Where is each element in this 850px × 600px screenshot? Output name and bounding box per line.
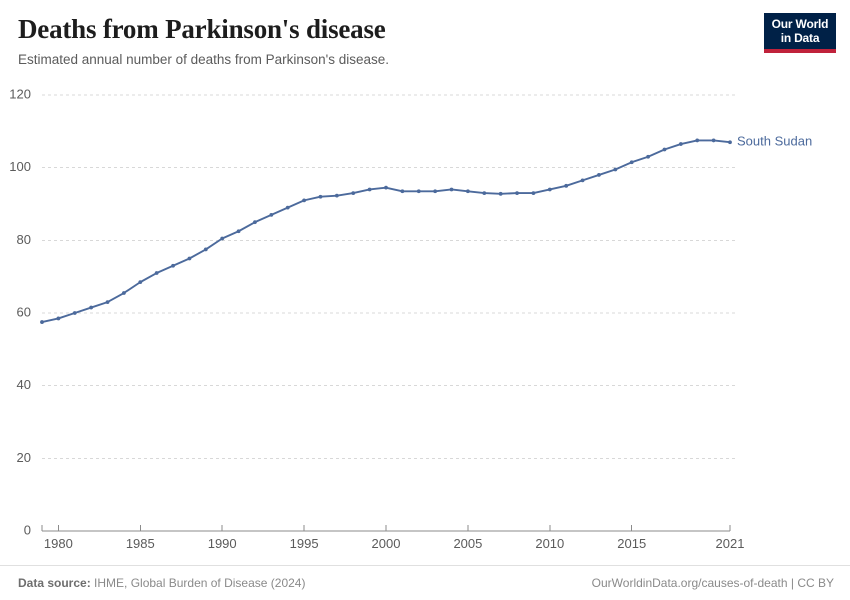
logo-line-1: Our World (771, 17, 829, 31)
data-point[interactable] (515, 191, 519, 195)
chart-plot-area[interactable]: 0 20 40 60 80 100 120 1980 1985 1990 1995 2000 2005… (0, 78, 850, 560)
data-point[interactable] (728, 140, 732, 145)
y-axis-label-100: 100 (9, 159, 31, 174)
data-point[interactable] (334, 193, 339, 198)
y-axis-label-20: 20 (17, 450, 31, 465)
data-point[interactable] (662, 147, 667, 152)
y-axis-label-40: 40 (17, 377, 31, 392)
attribution-link[interactable]: OurWorldinData.org/causes-of-death | CC … (591, 576, 834, 590)
data-point[interactable] (580, 178, 585, 183)
data-point[interactable] (285, 205, 290, 210)
data-source-text: Data source: IHME, Global Burden of Dise… (18, 576, 305, 590)
data-source-label: Data source: (18, 576, 91, 590)
gridlines (42, 94, 735, 459)
data-point[interactable] (678, 142, 683, 146)
data-point[interactable] (40, 320, 44, 324)
chart-subtitle: Estimated annual number of deaths from P… (18, 52, 390, 67)
x-axis-label-2010: 2010 (535, 536, 564, 551)
data-point[interactable] (449, 187, 454, 192)
data-point[interactable] (367, 187, 372, 192)
y-axis-label-80: 80 (17, 232, 31, 247)
data-point[interactable] (203, 247, 208, 252)
page-title: Deaths from Parkinson's disease (18, 14, 386, 44)
data-point[interactable] (72, 311, 77, 315)
data-point[interactable] (711, 138, 716, 143)
data-point[interactable] (253, 220, 257, 225)
data-point[interactable] (187, 256, 192, 261)
chart-header: Deaths from Parkinson's disease Estimate… (18, 12, 758, 68)
x-axis (41, 525, 731, 532)
x-axis-label-2005: 2005 (453, 536, 482, 551)
data-point[interactable] (597, 173, 601, 177)
chart-footer: Data source: IHME, Global Burden of Dise… (0, 565, 850, 600)
data-point[interactable] (236, 229, 241, 234)
data-point[interactable] (56, 316, 61, 321)
data-point[interactable] (171, 263, 175, 268)
data-point[interactable] (629, 160, 634, 165)
line-chart-svg[interactable]: 0 20 40 60 80 100 120 1980 1985 1990 1995 2000 2005… (0, 78, 850, 560)
data-point[interactable] (105, 300, 110, 304)
data-point[interactable] (531, 191, 536, 195)
data-series-group[interactable] (40, 138, 732, 324)
x-axis-label-2021: 2021 (716, 536, 745, 551)
data-source-value: IHME, Global Burden of Disease (2024) (90, 576, 306, 590)
data-point[interactable] (564, 183, 569, 188)
x-axis-label-1985: 1985 (126, 536, 155, 551)
x-axis-label-1990: 1990 (208, 536, 237, 551)
data-point[interactable] (400, 189, 405, 194)
y-axis-tick-labels: 0 20 40 60 80 100 120 (9, 86, 31, 537)
data-point[interactable] (482, 191, 487, 195)
data-point[interactable] (154, 271, 159, 275)
data-point[interactable] (498, 191, 503, 196)
logo-line-2: in Data (780, 30, 820, 45)
series-label-south-sudan[interactable]: South Sudan (737, 134, 812, 149)
data-point[interactable] (138, 280, 143, 285)
data-point[interactable] (89, 305, 94, 310)
x-axis-label-1995: 1995 (290, 536, 319, 551)
series-end-labels[interactable]: South Sudan (737, 134, 812, 149)
data-point[interactable] (302, 198, 306, 203)
data-point[interactable] (220, 236, 225, 241)
data-point[interactable] (122, 291, 126, 295)
data-point[interactable] (466, 189, 470, 194)
x-axis-tick-labels: 1980 1985 1990 1995 2000 2005 2010 2015 2021 (44, 536, 745, 551)
data-point[interactable] (351, 191, 356, 195)
y-axis-label-60: 60 (17, 304, 31, 319)
data-point[interactable] (695, 138, 700, 143)
x-axis-label-2015: 2015 (617, 536, 646, 551)
data-point[interactable] (613, 167, 618, 172)
y-axis-label-0: 0 (24, 522, 31, 537)
data-point[interactable] (433, 189, 438, 194)
our-world-in-data-logo[interactable]: Our World in Data (764, 13, 836, 53)
x-axis-label-2000: 2000 (372, 536, 401, 551)
data-point[interactable] (318, 194, 323, 199)
data-point[interactable] (547, 187, 552, 192)
data-point[interactable] (416, 189, 421, 194)
data-point[interactable] (269, 213, 274, 217)
x-axis-label-1980: 1980 (44, 536, 73, 551)
data-point[interactable] (646, 154, 650, 159)
y-axis-label-120: 120 (9, 86, 31, 101)
data-point[interactable] (384, 185, 388, 190)
